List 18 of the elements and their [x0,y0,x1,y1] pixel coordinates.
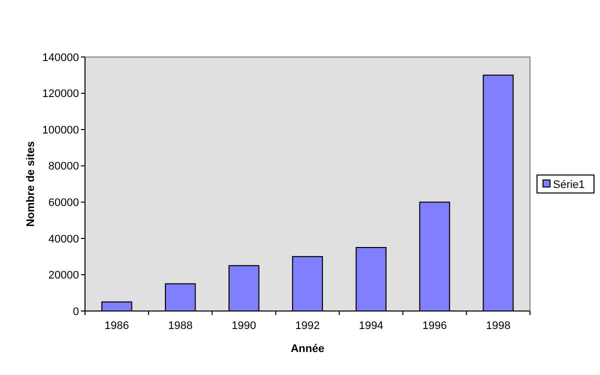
y-tick-label: 60000 [48,196,79,209]
y-tick-label: 100000 [42,124,79,136]
legend-label: Série1 [553,179,585,191]
x-tick-label: 1998 [486,320,510,332]
x-tick-label: 1994 [358,320,384,332]
x-tick-label: 1990 [232,320,256,332]
y-axis-title: Nombre de sites [25,141,37,227]
y-tick-label: 140000 [42,52,79,64]
y-tick-label: 40000 [48,233,79,246]
y-tick-label: 20000 [48,270,79,282]
y-tick-label: 80000 [48,160,79,173]
y-tick-label: 0 [72,306,79,318]
x-tick-label: 1986 [104,320,130,332]
x-tick-label: 1988 [168,320,193,332]
y-tick-label: 120000 [42,88,79,100]
x-tick-label: 1996 [422,320,447,332]
x-tick-label: 1992 [295,320,320,332]
x-axis-title: Année [290,343,324,355]
